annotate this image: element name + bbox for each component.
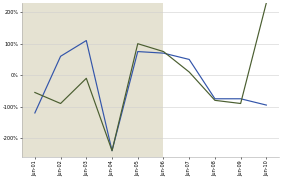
- Bar: [22, 3, 164, 157]
